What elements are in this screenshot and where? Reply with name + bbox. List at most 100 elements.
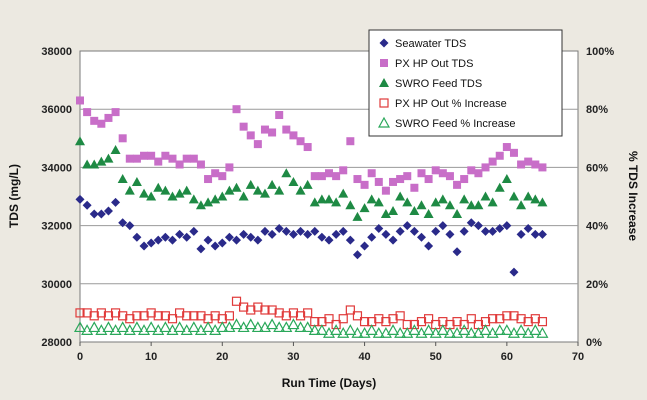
data-point-swro-feed-pct-increase [365, 324, 378, 335]
y-tick-label: 28000 [41, 337, 72, 349]
data-point-px-hp-out-tds [118, 134, 127, 143]
x-tick-label: 20 [216, 351, 228, 363]
data-point-px-hp-out-pct-increase [246, 305, 256, 315]
data-point-swro-feed-tds [501, 174, 512, 184]
data-point-px-hp-out-tds [396, 175, 405, 184]
data-point-seawater-tds [260, 226, 270, 236]
data-point-swro-feed-tds [96, 156, 107, 166]
data-point-seawater-tds [224, 232, 234, 242]
data-point-seawater-tds [502, 221, 512, 231]
data-point-swro-feed-tds [423, 208, 434, 218]
data-point-seawater-tds [217, 238, 227, 248]
data-point-swro-feed-pct-increase [500, 324, 513, 335]
data-point-px-hp-out-tds [410, 183, 419, 192]
data-point-seawater-tds [338, 226, 348, 236]
data-point-swro-feed-tds [316, 194, 327, 204]
data-point-swro-feed-tds [331, 197, 342, 207]
data-point-swro-feed-pct-increase [230, 318, 243, 330]
data-point-swro-feed-pct-increase [315, 324, 328, 335]
data-point-swro-feed-tds [160, 185, 171, 195]
y-tick-label: 38000 [41, 46, 72, 58]
data-point-swro-feed-pct-increase [443, 327, 456, 338]
data-point-swro-feed-pct-increase [301, 321, 314, 333]
data-point-px-hp-out-pct-increase [139, 311, 149, 321]
data-point-swro-feed-pct-increase [202, 321, 215, 333]
y-tick-label: 34000 [41, 162, 72, 174]
data-point-swro-feed-tds [75, 136, 85, 146]
data-point-swro-feed-tds [494, 182, 505, 192]
data-point-seawater-tds [281, 226, 291, 236]
data-point-swro-feed-tds [516, 200, 527, 210]
data-point-seawater-tds [182, 232, 192, 242]
data-point-px-hp-out-pct-increase [416, 317, 427, 327]
data-point-swro-feed-tds [210, 194, 221, 204]
data-point-px-hp-out-pct-increase [189, 311, 199, 321]
data-point-px-hp-out-tds [310, 172, 319, 181]
data-point-seawater-tds [274, 224, 284, 234]
data-point-seawater-tds [125, 221, 135, 231]
x-tick-label: 70 [572, 351, 584, 363]
data-point-swro-feed-pct-increase [536, 327, 549, 338]
data-point-px-hp-out-tds [317, 172, 326, 181]
data-point-px-hp-out-tds [325, 169, 333, 178]
data-point-px-hp-out-tds [509, 148, 518, 157]
data-point-seawater-tds [516, 229, 526, 239]
data-point-swro-feed-tds [480, 191, 491, 201]
data-marks [73, 96, 549, 338]
data-point-px-hp-out-pct-increase [75, 308, 85, 318]
data-point-swro-feed-tds [402, 197, 413, 207]
data-point-px-hp-out-pct-increase [509, 311, 519, 321]
data-point-seawater-tds [481, 226, 491, 236]
data-point-px-hp-out-tds [488, 157, 497, 166]
data-point-px-hp-out-tds [175, 160, 184, 169]
data-point-seawater-tds [82, 200, 92, 210]
data-point-swro-feed-tds [117, 174, 128, 184]
data-point-swro-feed-pct-increase [102, 321, 115, 333]
legend-marker-px-hp-out-tds [380, 59, 388, 67]
data-point-swro-feed-tds [302, 179, 313, 189]
data-point-px-hp-out-tds [296, 137, 305, 146]
data-point-px-hp-out-pct-increase [146, 308, 156, 318]
data-point-seawater-tds [473, 221, 483, 231]
data-point-seawater-tds [288, 229, 298, 239]
data-point-swro-feed-pct-increase [344, 324, 357, 335]
data-point-px-hp-out-tds [389, 177, 398, 186]
data-point-swro-feed-tds [238, 191, 249, 201]
data-point-seawater-tds [267, 229, 277, 239]
data-point-px-hp-out-pct-increase [381, 317, 391, 327]
data-point-px-hp-out-tds [303, 143, 312, 152]
data-point-seawater-tds [424, 241, 434, 251]
data-point-swro-feed-tds [188, 194, 199, 204]
data-point-swro-feed-tds [259, 188, 270, 198]
y-tick-label: 36000 [41, 104, 72, 116]
data-point-swro-feed-tds [224, 185, 235, 195]
data-point-seawater-tds [360, 241, 370, 251]
data-point-swro-feed-pct-increase [387, 324, 400, 335]
data-point-px-hp-out-pct-increase [167, 314, 178, 324]
data-point-swro-feed-pct-increase [330, 324, 343, 335]
data-point-seawater-tds [367, 232, 377, 242]
data-point-px-hp-out-tds [531, 160, 540, 169]
data-point-px-hp-out-pct-increase [224, 311, 234, 321]
data-point-px-hp-out-tds [260, 125, 269, 134]
data-point-swro-feed-pct-increase [251, 321, 264, 333]
data-point-seawater-tds [160, 232, 170, 242]
data-point-swro-feed-tds [530, 194, 541, 204]
data-point-px-hp-out-tds [246, 131, 255, 140]
data-point-seawater-tds [537, 229, 547, 239]
data-point-swro-feed-tds [167, 191, 178, 201]
data-point-swro-feed-pct-increase [130, 321, 143, 333]
data-point-swro-feed-tds [338, 188, 349, 198]
data-point-swro-feed-tds [523, 191, 534, 201]
data-point-seawater-tds [132, 232, 142, 242]
data-point-px-hp-out-tds [253, 140, 262, 149]
legend-label-swro-feed-tds: SWRO Feed TDS [395, 78, 482, 90]
data-point-seawater-tds [509, 267, 519, 277]
data-point-swro-feed-tds [245, 179, 256, 189]
data-point-px-hp-out-tds [232, 105, 241, 114]
data-point-px-hp-out-tds [218, 172, 227, 181]
data-point-swro-feed-tds [380, 208, 391, 218]
data-point-px-hp-out-pct-increase [303, 308, 313, 318]
data-point-seawater-tds [331, 229, 341, 239]
